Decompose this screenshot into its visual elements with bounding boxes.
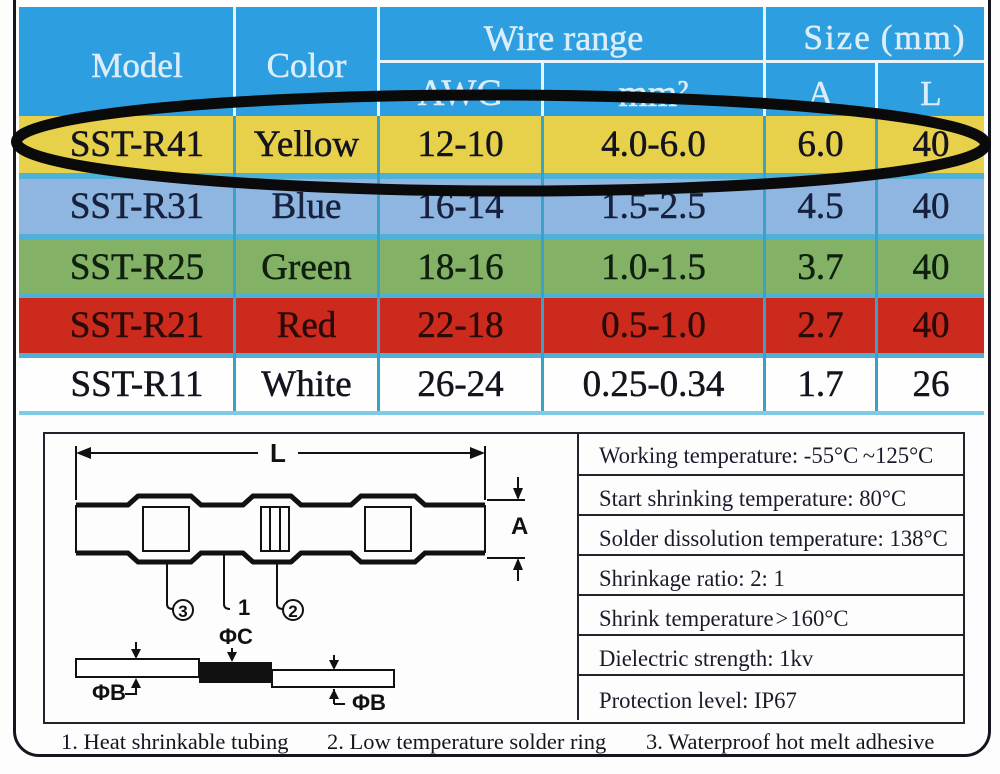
svg-text:ΦB: ΦB [352, 690, 386, 715]
svg-text:1: 1 [238, 595, 250, 620]
svg-text:ΦB: ΦB [92, 680, 126, 705]
svg-text:L: L [270, 438, 286, 468]
svg-text:A: A [511, 513, 528, 540]
svg-text:ΦC: ΦC [219, 624, 253, 649]
svg-text:2: 2 [288, 602, 297, 621]
svg-text:3: 3 [178, 602, 187, 621]
